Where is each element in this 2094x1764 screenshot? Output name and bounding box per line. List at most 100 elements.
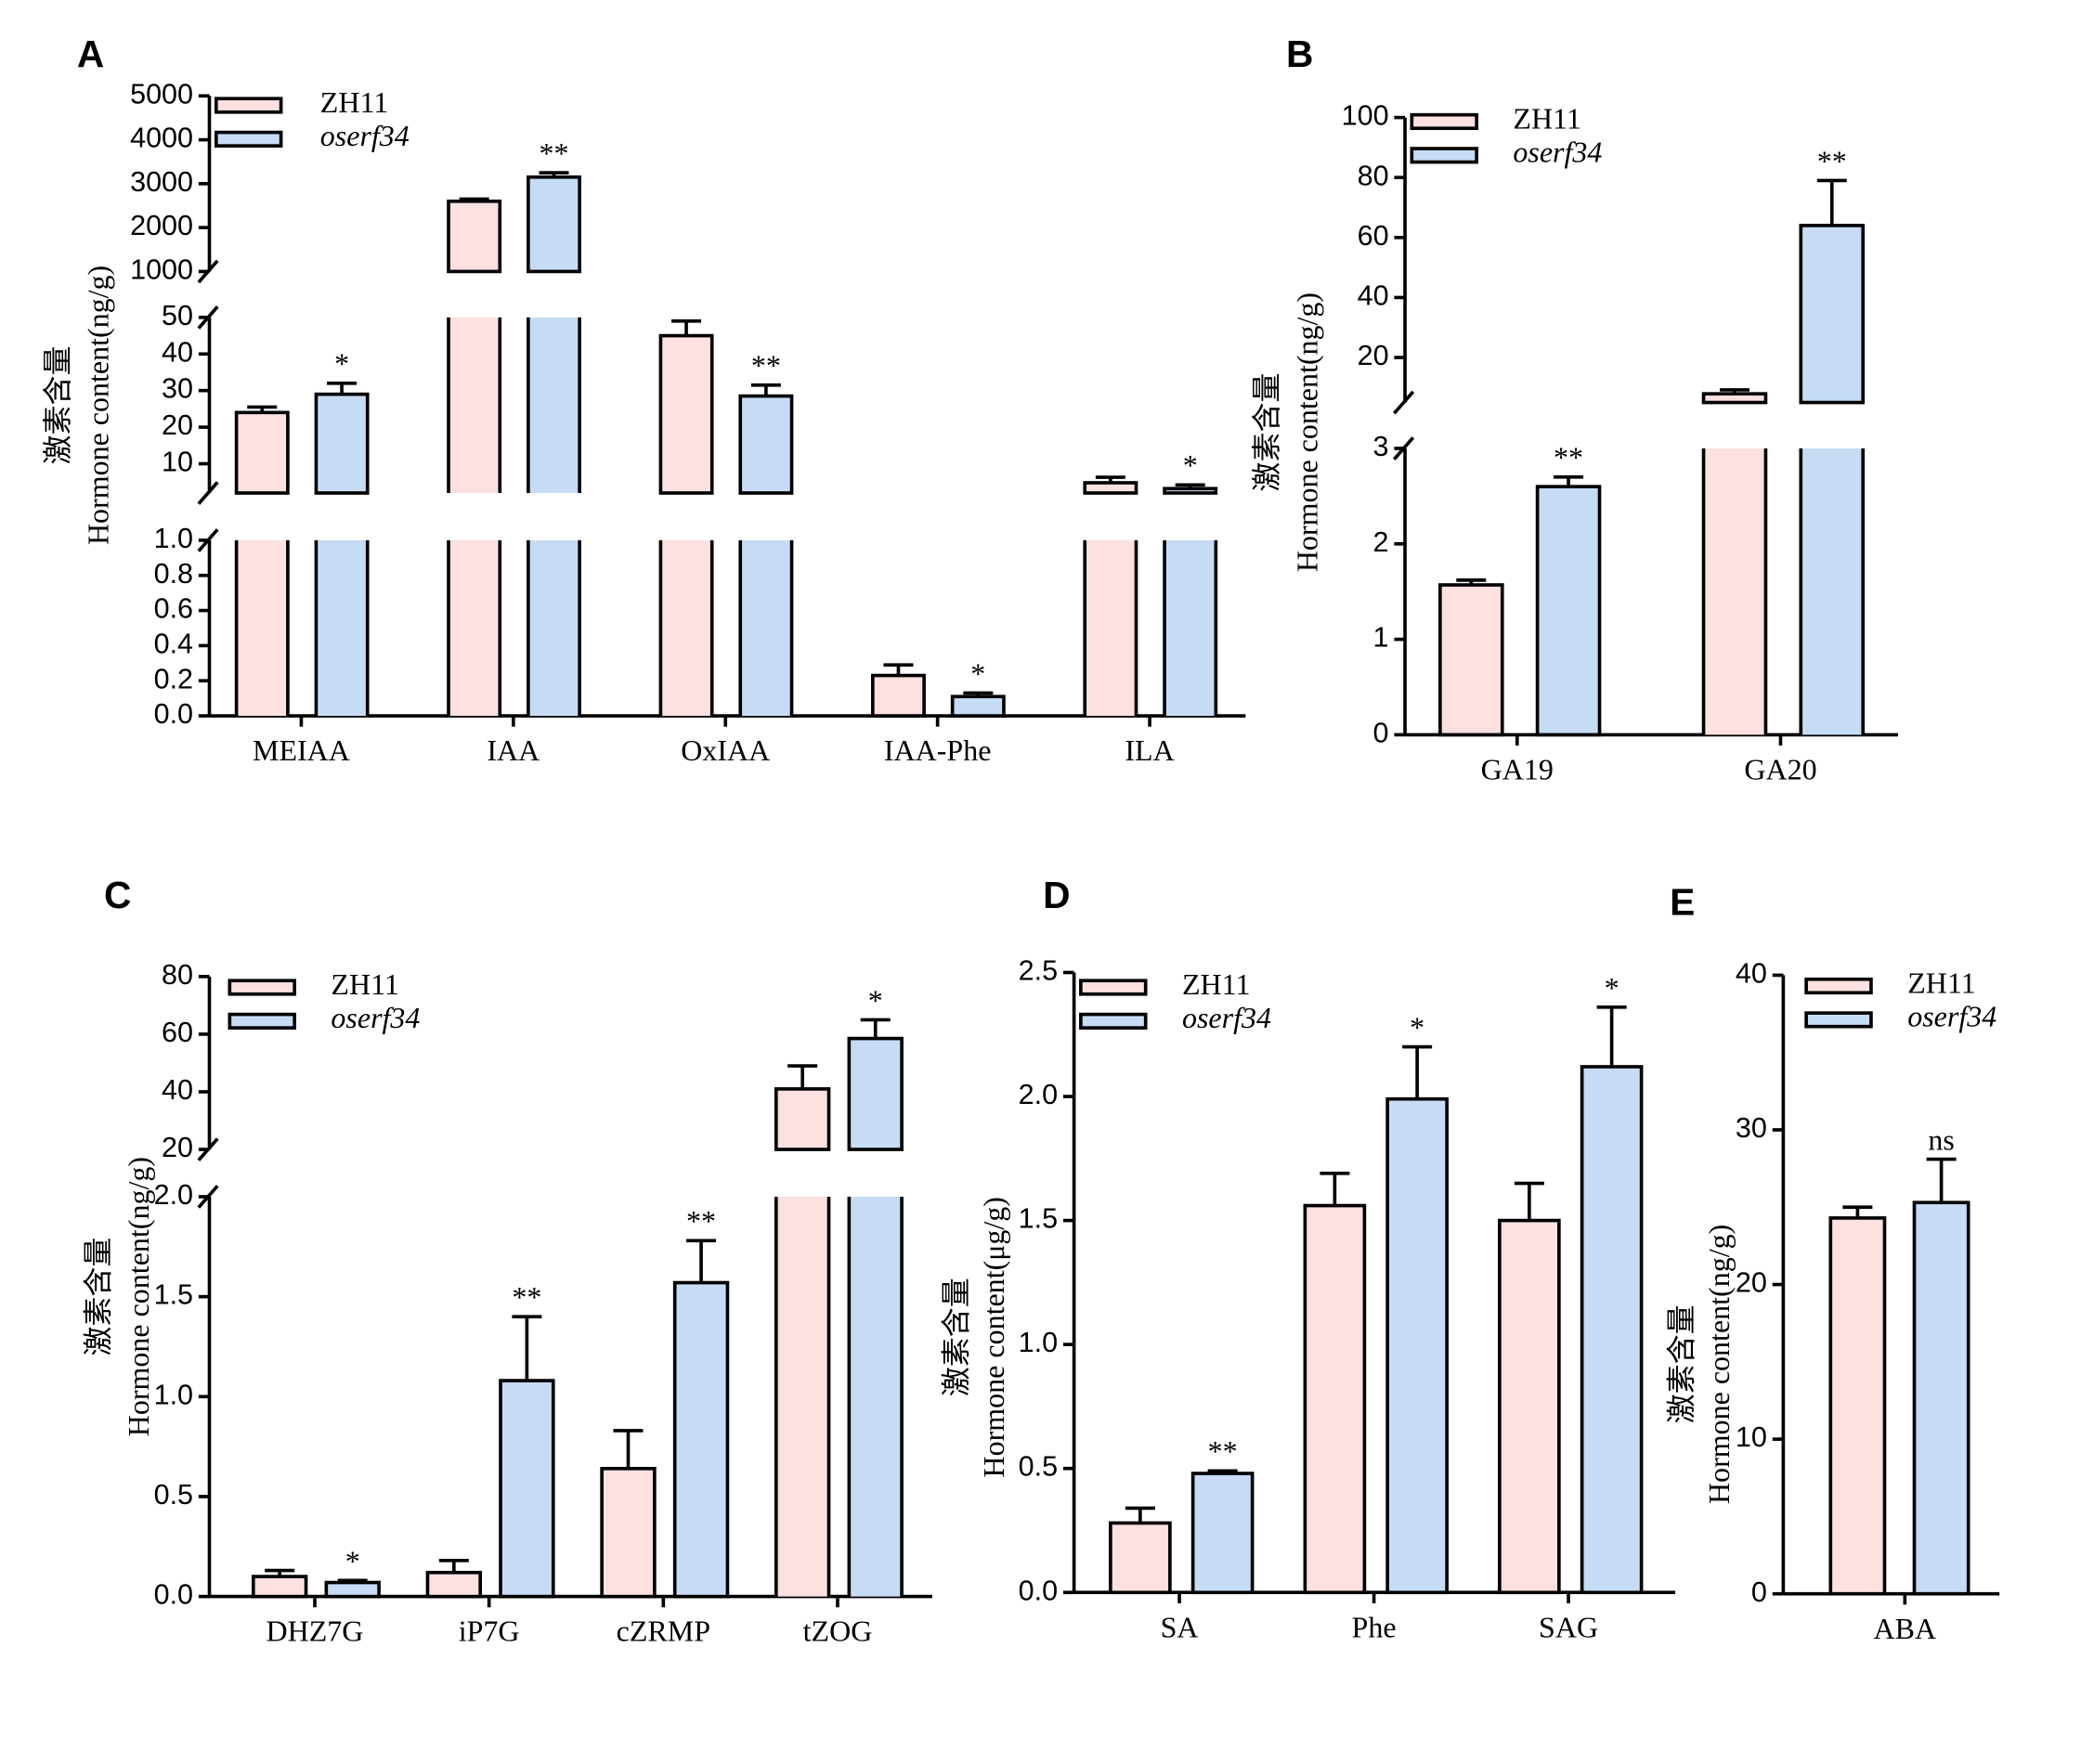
- y-tick-label: 0: [1751, 1576, 1767, 1608]
- legend-label: ZH11: [1182, 967, 1250, 1001]
- x-tick-label: DHZ7G: [267, 1615, 364, 1648]
- bar: [1190, 1472, 1255, 1595]
- bar-edge: [1083, 539, 1138, 717]
- bar: [658, 333, 714, 495]
- bar: [849, 1196, 903, 1597]
- y-tick-label: 2.0: [1019, 1079, 1058, 1110]
- error-bar: [1095, 475, 1125, 483]
- error-bar: [787, 1064, 818, 1089]
- bar: [449, 317, 501, 494]
- legend-label: oserf34: [320, 119, 410, 152]
- error-bar: [1514, 1181, 1544, 1221]
- significance-label: **: [686, 1204, 716, 1238]
- bar-edge: [234, 539, 290, 717]
- y-tick-label: 0.8: [154, 558, 193, 590]
- bar: [1498, 1218, 1561, 1595]
- bar: [1083, 481, 1138, 495]
- y-tick-label: 0.0: [1019, 1575, 1058, 1606]
- bar: [425, 1570, 483, 1599]
- x-tick-label: GA20: [1744, 753, 1816, 786]
- y-tick-label: 0.0: [154, 698, 193, 730]
- y-tick-label: 0.5: [1019, 1451, 1058, 1483]
- y-tick-label: 20: [1736, 1267, 1767, 1299]
- y-tick-label: 40: [1736, 957, 1767, 989]
- significance-label: *: [334, 347, 349, 381]
- legend-label: ZH11: [1907, 966, 1975, 999]
- bar: [527, 175, 581, 274]
- y-tick-label: 20: [1358, 340, 1389, 371]
- bar: [740, 539, 792, 717]
- x-tick-label: MEIAA: [253, 733, 350, 767]
- x-tick-label: iP7G: [459, 1615, 520, 1648]
- legend-swatch: [1410, 147, 1478, 164]
- bar: [871, 673, 926, 718]
- significance-label: **: [751, 349, 781, 383]
- bar-edge: [774, 1196, 831, 1597]
- bar: [1438, 583, 1504, 737]
- legend-swatch: [214, 130, 283, 148]
- y-axis-label: Hormone content(ng/g): [1291, 292, 1324, 572]
- y-tick-label: 1.5: [1019, 1203, 1058, 1235]
- bar: [1703, 448, 1766, 735]
- bar: [847, 1036, 904, 1151]
- bar: [1799, 224, 1866, 405]
- y-axis-label: Hormone content(ng/g): [122, 1157, 155, 1436]
- error-bar: [327, 381, 358, 395]
- bar-edge: [1701, 448, 1768, 735]
- y-tick-label: 80: [1358, 160, 1389, 191]
- bar: [324, 1580, 381, 1599]
- bar-edge: [447, 317, 502, 494]
- y-axis-label: Hormone content(ng/g): [1702, 1225, 1736, 1504]
- y-axis-label: 激素含量: [1665, 1304, 1698, 1423]
- legend-label: oserf34: [1513, 136, 1602, 169]
- x-tick-label: SA: [1161, 1610, 1199, 1643]
- y-tick-label: 0: [1373, 717, 1389, 748]
- bar: [1303, 1203, 1367, 1595]
- y-tick-label: 20: [162, 409, 193, 441]
- error-bar: [1175, 483, 1205, 489]
- error-bar: [247, 405, 278, 413]
- error-bar: [1125, 1506, 1155, 1524]
- error-bar: [337, 1578, 368, 1583]
- y-tick-label: 0.2: [154, 663, 193, 694]
- y-tick-label: 60: [1358, 220, 1389, 252]
- error-bar: [963, 691, 994, 697]
- bar: [1701, 392, 1768, 405]
- legend-swatch: [228, 1012, 296, 1030]
- panel-label: C: [104, 874, 131, 916]
- y-tick-label: 0.0: [154, 1579, 193, 1611]
- bar: [499, 1379, 555, 1599]
- error-bar: [686, 1239, 717, 1283]
- y-tick-label: 1.0: [154, 523, 193, 554]
- legend-swatch: [1079, 979, 1148, 996]
- axis-break: [197, 481, 219, 505]
- bar: [775, 1196, 829, 1597]
- legend-label: oserf34: [1907, 1000, 1996, 1033]
- panel-label: B: [1286, 32, 1313, 75]
- error-bar: [1842, 1205, 1873, 1218]
- x-tick-label: OxIAA: [681, 733, 770, 767]
- y-tick-label: 50: [162, 300, 193, 331]
- y-tick-label: 4000: [130, 123, 193, 154]
- error-bar: [1720, 388, 1750, 395]
- bar: [1912, 1200, 1970, 1596]
- legend-swatch: [1410, 112, 1478, 131]
- y-tick-label: 10: [1736, 1421, 1767, 1453]
- y-axis-label: Hormone content(ng/g): [81, 266, 114, 545]
- y-tick-label: 40: [162, 1074, 193, 1106]
- legend-swatch: [1079, 1012, 1148, 1030]
- x-tick-label: tZOG: [803, 1615, 873, 1648]
- bar: [738, 394, 794, 495]
- significance-label: *: [970, 656, 985, 690]
- error-bar: [1816, 178, 1847, 226]
- error-bar: [539, 171, 569, 177]
- bar-edge: [527, 539, 581, 717]
- significance-label: *: [345, 1544, 360, 1577]
- legend-label: oserf34: [331, 1001, 420, 1034]
- bar: [774, 1087, 831, 1151]
- y-tick-label: 1: [1373, 622, 1389, 654]
- bar: [1580, 1065, 1644, 1595]
- legend-label: ZH11: [320, 85, 388, 119]
- bar: [447, 199, 502, 274]
- x-tick-label: IAA: [487, 733, 540, 767]
